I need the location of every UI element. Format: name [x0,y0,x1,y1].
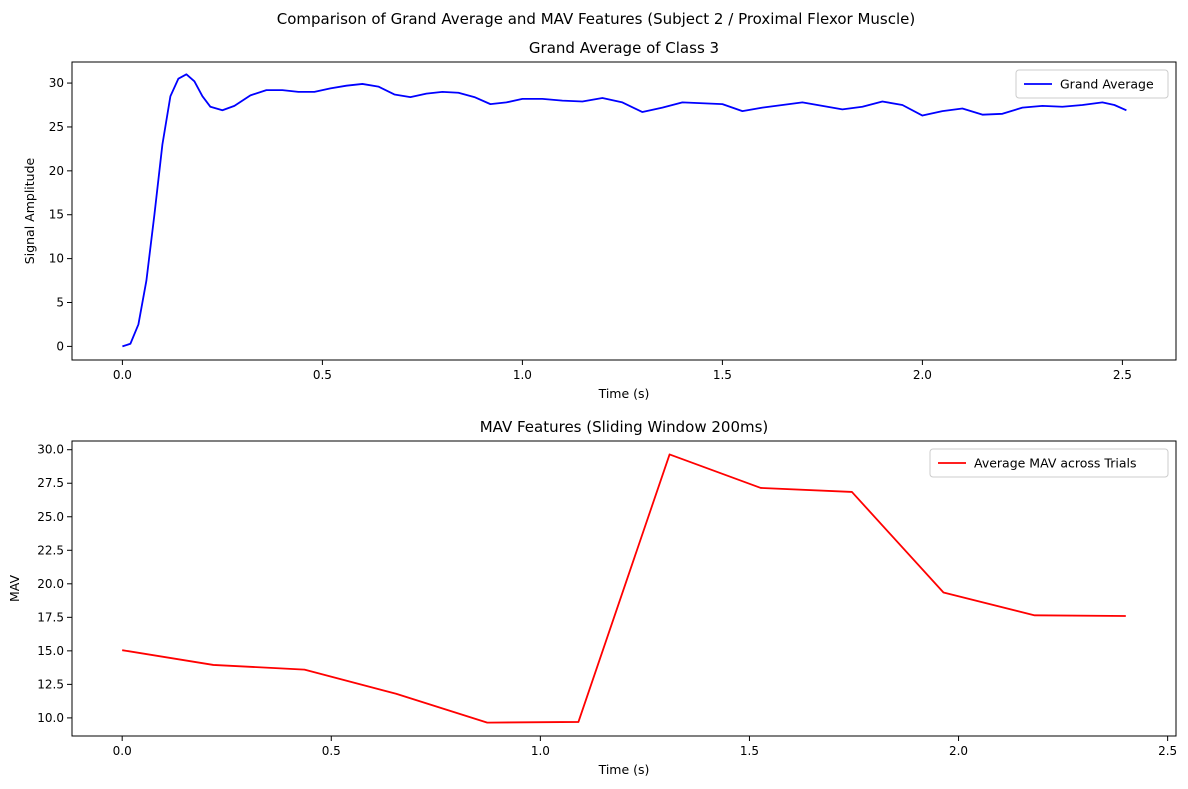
mav-legend-label: Average MAV across Trials [974,456,1136,471]
grand-average-ytick-label: 30 [49,76,64,90]
grand-average-ytick-label: 25 [49,120,64,134]
mav-xlabel: Time (s) [598,762,650,777]
chart-mav-features: MAV Features (Sliding Window 200ms) 0.0 0.… [7,418,1177,777]
grand-average-xlabel: Time (s) [598,386,650,401]
mav-xtick-label: 0.5 [322,744,341,758]
mav-axes-frame [71,440,1177,737]
grand-average-title: Grand Average of Class 3 [529,39,719,57]
grand-average-xtick-label: 0.5 [313,368,332,382]
mav-xtick-label: 2.0 [949,744,968,758]
grand-average-axes-frame [71,61,1177,361]
mav-ytick-label: 30.0 [37,443,64,457]
chart-grand-average: Grand Average of Class 3 0.0 0.5 1.0 1.5 2.0 2… [22,39,1177,401]
mav-ytick-label: 10.0 [37,711,64,725]
grand-average-ylabel: Signal Amplitude [22,157,37,264]
grand-average-legend: Grand Average [1015,69,1169,99]
grand-average-ytick-label: 0 [56,339,64,353]
mav-title: MAV Features (Sliding Window 200ms) [480,418,769,436]
figure-suptitle: Comparison of Grand Average and MAV Feat… [277,10,915,28]
grand-average-ytick-label: 5 [56,296,64,310]
mav-series-line-0 [122,453,1126,724]
grand-average-ytick-label: 10 [49,252,64,266]
mav-xtick-label: 1.0 [531,744,550,758]
mav-ytick-label: 15.0 [37,644,64,658]
mav-legend-box [929,448,1169,478]
grand-average-xtick-label: 2.5 [1113,368,1132,382]
grand-average-series-line-0 [122,73,1127,348]
mav-ytick-label: 20.0 [37,577,64,591]
mav-xtick-label: 0.0 [113,744,132,758]
mav-legend: Average MAV across Trials [929,448,1169,478]
mav-ytick-label: 25.0 [37,510,64,524]
grand-average-ytick-label: 20 [49,164,64,178]
grand-average-xtick-label: 1.0 [513,368,532,382]
mav-ytick-label: 12.5 [37,677,64,691]
grand-average-ytick-label: 15 [49,208,64,222]
grand-average-xtick-label: 2.0 [913,368,932,382]
mav-ytick-label: 27.5 [37,476,64,490]
mav-ytick-label: 17.5 [37,610,64,624]
mav-ylabel: MAV [7,575,22,603]
grand-average-xtick-label: 1.5 [713,368,732,382]
mav-ytick-label: 22.5 [37,543,64,557]
grand-average-legend-box [1015,69,1169,99]
grand-average-legend-label: Grand Average [1060,77,1154,92]
mav-xtick-label: 2.5 [1158,744,1177,758]
grand-average-xtick-label: 0.0 [113,368,132,382]
mav-xtick-label: 1.5 [740,744,759,758]
